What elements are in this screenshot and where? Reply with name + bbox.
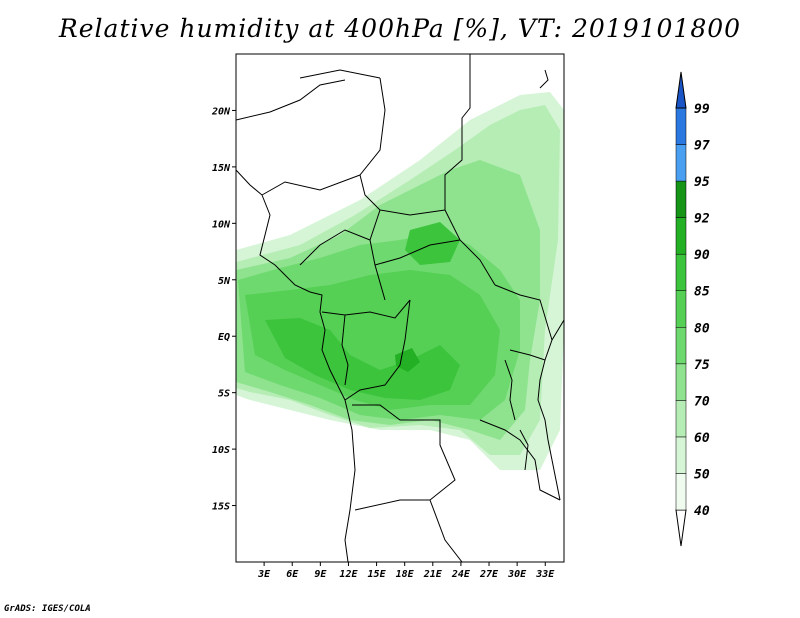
lon-tick-label: 18E [396,569,415,580]
border-f [236,79,346,121]
colorbar-label: 97 [694,139,710,154]
longitude-axis: 3E 6E 9E 12E 15E 18E 21E 24E 27E 30E 33E [257,562,555,580]
border-b [444,54,496,286]
rh-contour-85b [405,222,460,265]
border-m [494,284,553,341]
map-frame [235,53,565,563]
country-borders [236,54,564,562]
coastline-east [537,319,564,501]
lon-tick-label: 6E [286,569,299,580]
lake-1 [504,359,516,421]
colorbar-label: 40 [694,504,710,519]
colorbar-segment [675,363,687,401]
lat-tick-label: 20N [211,106,231,117]
border-h [299,229,371,266]
border-l [352,404,463,562]
colorbar-high-arrow [675,71,687,109]
lon-tick-label: 21E [423,569,443,580]
border-c [379,209,446,216]
lake-2 [519,429,529,471]
border-g [261,174,361,196]
colorbar-segment [675,400,687,438]
colorbar-segment [675,144,687,182]
border-e [299,69,381,79]
lon-tick-label: 3E [257,569,271,580]
chart-title: Relative humidity at 400hPa [%], VT: 201… [58,14,742,43]
border-n [509,349,546,361]
latitude-axis: 20N 15N 10N 5N EQ 5S 10S 15S [211,106,236,513]
border-j [344,299,411,401]
colorbar-segment [675,436,687,474]
colorbar-segment [675,180,687,218]
lon-tick-label: 33E [535,569,555,580]
lon-tick-label: 9E [314,569,327,580]
lat-tick-label: 5N [218,276,231,287]
lake-3 [539,69,549,89]
colorbar: 40 50 60 70 75 80 85 90 92 95 97 99 [675,71,710,547]
colorbar-segment [675,290,687,328]
colorbar-label: 99 [694,102,710,117]
lon-tick-label: 12E [339,569,358,580]
coastline-west [236,169,356,562]
colorbar-label: 85 [694,285,710,300]
lon-tick-label: 15E [368,569,387,580]
colorbar-label: 60 [694,431,710,446]
lat-tick-label: 5S [218,389,230,400]
lat-tick-label: 10N [212,219,231,230]
colorbar-label: 75 [694,358,710,373]
colorbar-label: 50 [694,467,710,482]
border-p [354,499,430,511]
colorbar-label: 80 [694,321,710,336]
colorbar-low-arrow [675,509,687,547]
lat-tick-label: 15N [212,163,231,174]
border-i [321,299,411,319]
colorbar-label: 70 [694,394,710,409]
rh-contour-90 [395,348,420,372]
colorbar-label: 95 [694,175,710,190]
colorbar-segment [675,217,687,255]
lon-tick-label: 24E [451,569,471,580]
colorbar-label: 90 [694,248,710,263]
lon-tick-label: 30E [507,569,527,580]
lat-tick-label: 15S [212,502,230,513]
rh-contour-85 [265,318,460,400]
lat-tick-label: EQ [218,332,230,343]
colorbar-segment [675,253,687,291]
colorbar-segment [675,327,687,365]
credit-text: GrADS: IGES/COLA [4,604,91,614]
humidity-field [236,92,564,470]
lat-tick-label: 10S [212,445,230,456]
border-a [359,77,386,301]
border-d [374,239,461,266]
colorbar-segment [675,107,687,145]
colorbar-label: 92 [694,212,710,227]
lon-tick-label: 27E [479,569,499,580]
border-k [341,314,349,386]
colorbar-segment [675,473,687,511]
